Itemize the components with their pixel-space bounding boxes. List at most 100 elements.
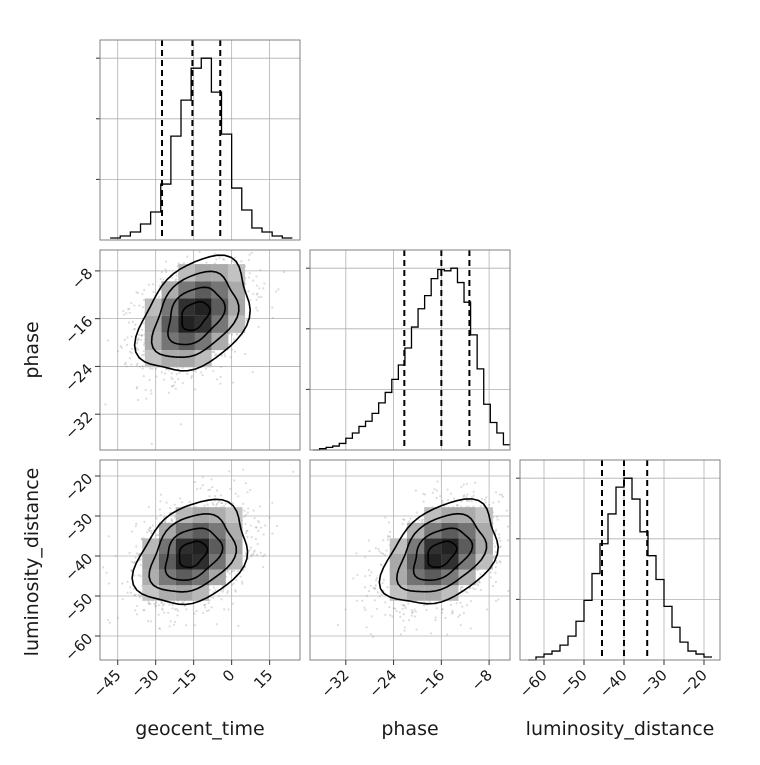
- scatter-point: [491, 584, 495, 588]
- scatter-point: [149, 367, 152, 370]
- scatter-point: [403, 629, 406, 632]
- scatter-point: [470, 496, 474, 499]
- scatter-point: [174, 387, 177, 390]
- scatter-point: [387, 536, 390, 539]
- scatter-point: [136, 362, 139, 365]
- scatter-point: [138, 333, 141, 337]
- scatter-point: [381, 581, 384, 585]
- scatter-point: [215, 503, 218, 507]
- scatter-point: [208, 588, 211, 592]
- scatter-point: [136, 348, 140, 351]
- scatter-point: [472, 494, 475, 497]
- scatter-point: [249, 488, 252, 492]
- scatter-point: [141, 353, 144, 357]
- scatter-point: [364, 556, 367, 559]
- density-cell: [161, 332, 179, 351]
- scatter-point: [211, 237, 213, 239]
- scatter-point: [387, 521, 391, 524]
- scatter-point: [217, 500, 221, 503]
- scatter-point: [171, 378, 174, 381]
- marginal-panel-luminosity-distance: [516, 459, 721, 661]
- scatter-point: [401, 603, 404, 607]
- scatter-point: [434, 616, 437, 619]
- density-cell: [458, 522, 476, 539]
- scatter-point: [135, 386, 139, 389]
- scatter-point: [283, 270, 286, 274]
- scatter-point: [495, 561, 499, 565]
- scatter-point: [130, 347, 133, 351]
- scatter-point: [230, 260, 233, 263]
- scatter-point: [142, 298, 146, 301]
- density-cell: [441, 569, 459, 586]
- scatter-point: [213, 351, 216, 354]
- scatter-point: [143, 288, 146, 292]
- scatter-point: [382, 552, 385, 555]
- x-tick-label: −30: [636, 666, 671, 701]
- scatter-point: [154, 605, 157, 608]
- scatter-point: [126, 336, 129, 339]
- x-tick-label: 0: [219, 666, 238, 685]
- marginal-panel-phase: [306, 249, 511, 451]
- scatter-point: [399, 633, 402, 636]
- scatter-point: [352, 577, 355, 580]
- scatter-point: [422, 492, 425, 495]
- scatter-point: [141, 292, 144, 296]
- scatter-point: [365, 626, 368, 629]
- scatter-point: [258, 287, 261, 290]
- scatter-point: [173, 514, 176, 517]
- scatter-point: [207, 601, 210, 605]
- scatter-point: [148, 527, 152, 530]
- scatter-point: [235, 332, 238, 335]
- scatter-point: [135, 364, 138, 367]
- scatter-point: [135, 613, 139, 616]
- scatter-point: [132, 587, 135, 590]
- scatter-point: [130, 570, 133, 573]
- scatter-point: [129, 350, 132, 353]
- scatter-point: [409, 517, 412, 520]
- scatter-point: [211, 486, 214, 489]
- scatter-point: [495, 528, 498, 531]
- scatter-point: [125, 343, 129, 347]
- density-cell: [209, 554, 226, 570]
- scatter-point: [407, 618, 411, 622]
- scatter-point: [473, 588, 477, 591]
- scatter-point: [207, 489, 210, 492]
- scatter-point: [447, 498, 450, 501]
- scatter-point: [160, 270, 164, 274]
- scatter-point: [170, 517, 173, 521]
- scatter-point: [194, 388, 197, 391]
- scatter-point: [249, 524, 252, 527]
- scatter-point: [147, 505, 150, 509]
- scatter-point: [221, 501, 224, 505]
- scatter-point: [141, 367, 144, 370]
- scatter-point: [171, 385, 174, 388]
- scatter-point: [364, 608, 367, 611]
- scatter-point: [168, 603, 171, 606]
- density-cell: [142, 585, 159, 601]
- joint-panel-geocent-time-phase: [99, 237, 301, 451]
- scatter-point: [154, 605, 157, 608]
- scatter-point: [403, 626, 407, 629]
- scatter-point: [252, 292, 255, 296]
- scatter-point: [168, 506, 172, 510]
- contour-line: [164, 527, 224, 582]
- scatter-point: [175, 278, 178, 281]
- scatter-point: [268, 516, 271, 519]
- scatter-point: [470, 500, 474, 503]
- scatter-point: [116, 616, 119, 620]
- scatter-point: [157, 604, 160, 607]
- scatter-point: [247, 276, 251, 279]
- scatter-point: [254, 537, 258, 541]
- joint-panel-geocent-time-luminosity-distance: [99, 459, 301, 661]
- scatter-point: [263, 282, 266, 285]
- density-cell: [192, 538, 210, 554]
- scatter-point: [173, 381, 177, 384]
- scatter-point: [461, 585, 464, 589]
- scatter-point: [223, 352, 226, 356]
- scatter-point: [126, 580, 129, 583]
- scatter-point: [180, 501, 184, 504]
- contour-line: [178, 540, 209, 569]
- scatter-point: [422, 500, 425, 503]
- scatter-point: [253, 549, 256, 552]
- contour-line: [378, 498, 500, 605]
